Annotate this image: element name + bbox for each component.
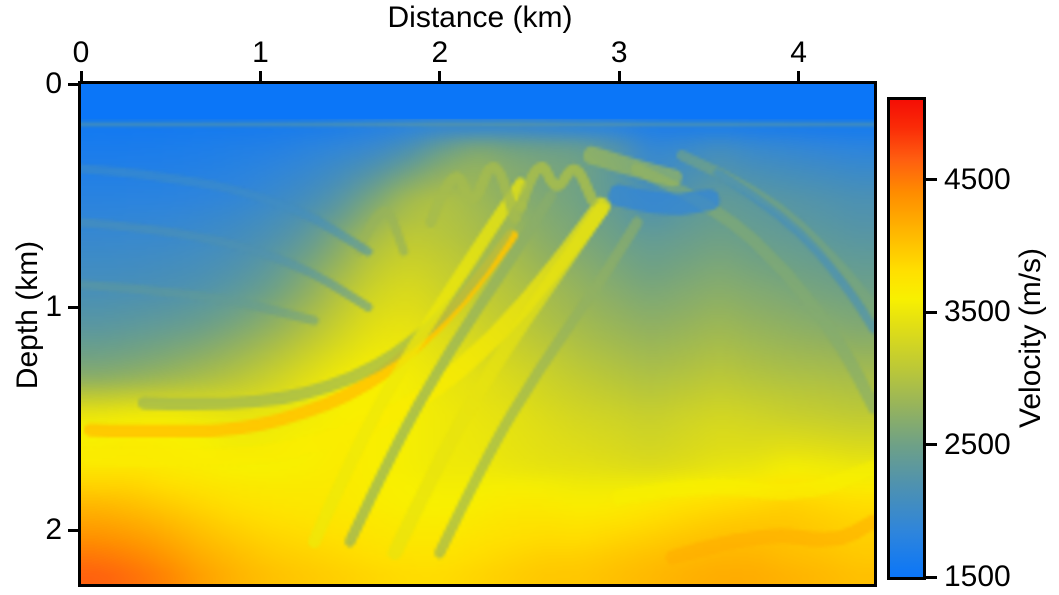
plot-frame bbox=[78, 81, 877, 587]
x-axis-title: Distance (km) bbox=[387, 1, 573, 34]
x-tick-mark bbox=[79, 71, 83, 84]
x-tick-mark bbox=[258, 71, 262, 84]
colorbar-tick-label: 1500 bbox=[944, 560, 1011, 593]
colorbar-gradient bbox=[890, 100, 923, 577]
y-tick-label: 1 bbox=[45, 290, 62, 324]
x-tick-label: 0 bbox=[72, 36, 90, 69]
x-tick-label: 2 bbox=[431, 36, 449, 69]
y-tick-mark bbox=[68, 305, 81, 309]
x-tick-mark bbox=[617, 71, 621, 84]
x-tick-mark bbox=[797, 71, 801, 84]
y-tick-label: 0 bbox=[45, 67, 62, 100]
x-tick-mark bbox=[438, 71, 442, 84]
colorbar-tick-mark bbox=[926, 310, 937, 314]
y-tick-mark bbox=[68, 528, 81, 532]
x-tick-label: 4 bbox=[790, 36, 807, 69]
colorbar-frame bbox=[887, 97, 926, 580]
x-tick-label: 1 bbox=[252, 36, 269, 69]
colorbar-tick-label: 2500 bbox=[944, 427, 1011, 461]
velocity-model-heatmap bbox=[81, 84, 874, 584]
y-tick-label: 2 bbox=[45, 513, 62, 547]
colorbar-title: Velocity (m/s) bbox=[1014, 247, 1047, 429]
y-tick-mark bbox=[68, 82, 81, 86]
colorbar-tick-mark bbox=[926, 575, 937, 579]
colorbar-tick-label: 3500 bbox=[944, 295, 1011, 328]
colorbar-tick-label: 4500 bbox=[944, 162, 1011, 196]
colorbar-tick-mark bbox=[926, 178, 937, 181]
colorbar-tick-mark bbox=[926, 443, 937, 446]
x-tick-label: 3 bbox=[610, 36, 628, 69]
